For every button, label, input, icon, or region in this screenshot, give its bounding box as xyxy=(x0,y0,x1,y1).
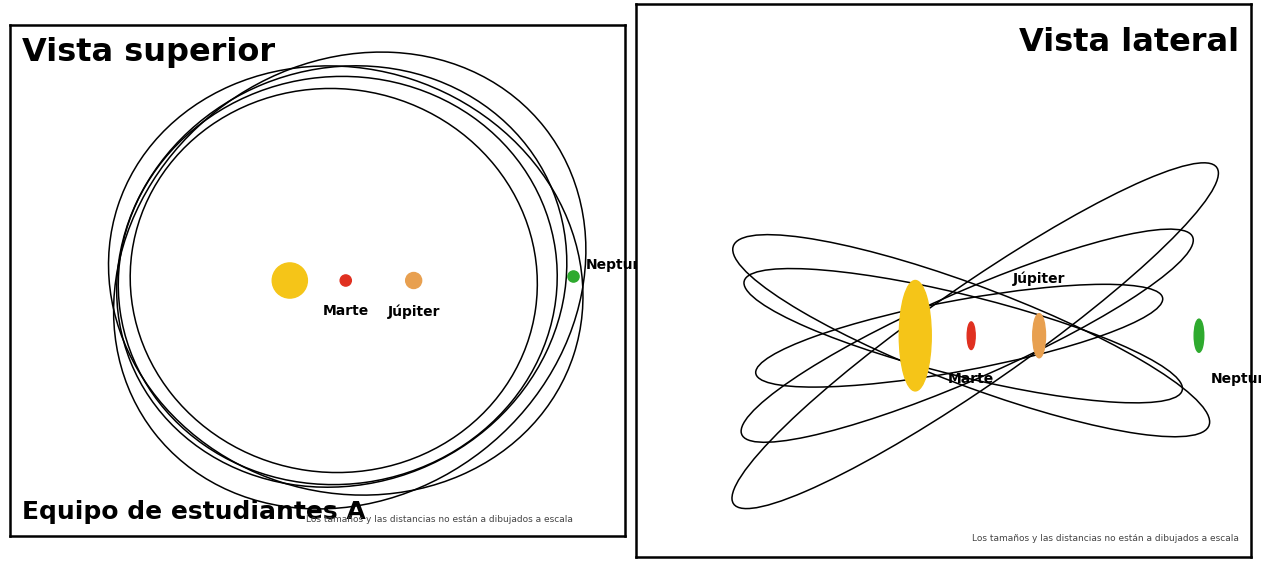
Text: Vista lateral: Vista lateral xyxy=(1019,26,1238,58)
Circle shape xyxy=(1194,319,1204,352)
Text: Júpiter: Júpiter xyxy=(387,305,440,319)
Text: Neptuno: Neptuno xyxy=(585,257,652,272)
Text: Júpiter: Júpiter xyxy=(1013,272,1066,286)
Circle shape xyxy=(272,263,308,298)
Circle shape xyxy=(899,280,931,391)
Text: Vista superior: Vista superior xyxy=(23,37,275,68)
Text: Los tamaños y las distancias no están a dibujados a escala: Los tamaños y las distancias no están a … xyxy=(305,515,572,524)
Circle shape xyxy=(340,275,352,286)
Text: Equipo de estudiantes A: Equipo de estudiantes A xyxy=(23,500,366,524)
Circle shape xyxy=(406,273,421,288)
Text: Los tamaños y las distancias no están a dibujados a escala: Los tamaños y las distancias no están a … xyxy=(972,534,1238,542)
Text: Marte: Marte xyxy=(323,305,369,319)
Text: Marte: Marte xyxy=(948,371,995,385)
Circle shape xyxy=(967,322,975,350)
Circle shape xyxy=(567,271,579,282)
Text: Neptuno: Neptuno xyxy=(1211,371,1261,385)
Circle shape xyxy=(1033,314,1045,358)
